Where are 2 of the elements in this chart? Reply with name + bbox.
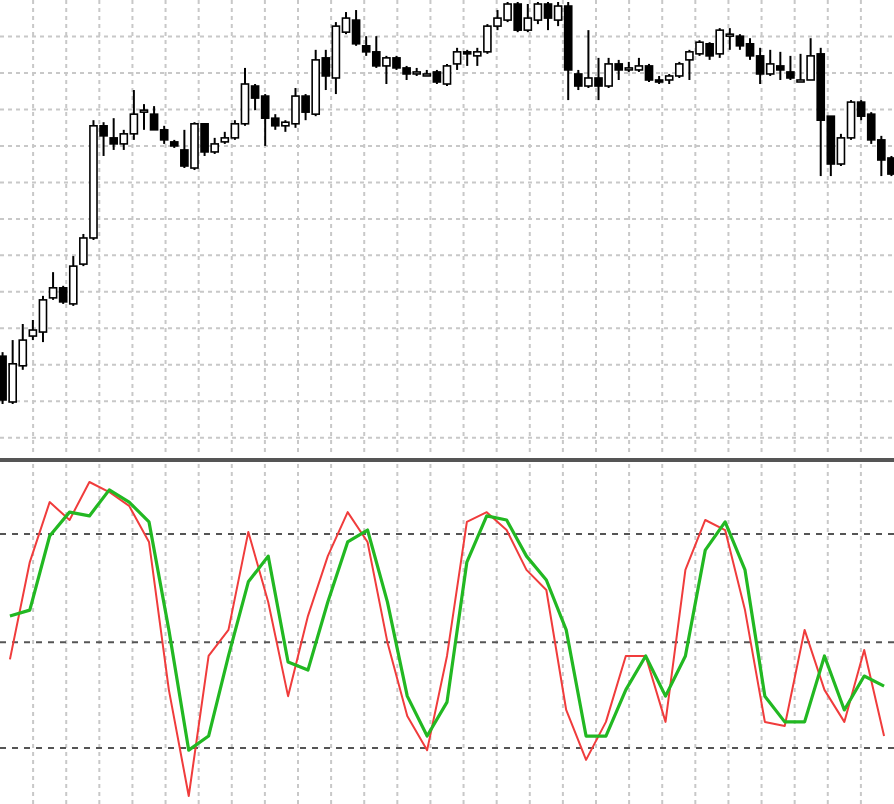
candlestick bbox=[786, 54, 795, 81]
candlestick bbox=[139, 103, 149, 131]
